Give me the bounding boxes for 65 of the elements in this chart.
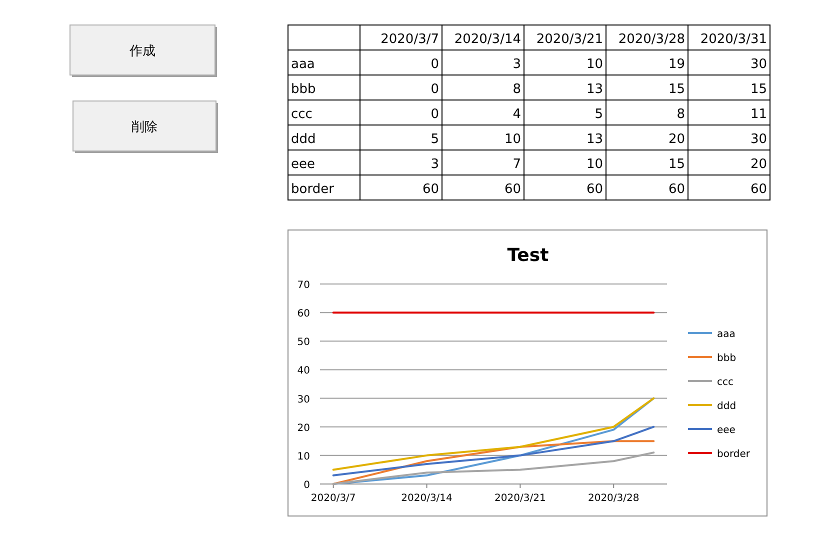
data-label: 4 — [512, 107, 521, 122]
legend-label: eee — [717, 425, 736, 436]
legend-label: bbb — [717, 353, 736, 364]
line-series — [332, 397, 655, 471]
data-label: 10 — [586, 157, 603, 172]
data-label: 3 — [430, 157, 439, 172]
category-label: 2020/3/28 — [618, 32, 685, 47]
legend-label: ddd — [717, 401, 736, 412]
legend-label: ccc — [717, 377, 734, 388]
category-label: 2020/3/7 — [380, 32, 439, 47]
data-label: 5 — [594, 107, 603, 122]
x-tick-label: 2020/3/7 — [310, 493, 356, 504]
data-label: 30 — [750, 57, 767, 72]
data-label: 60 — [504, 182, 521, 197]
y-tick-label: 10 — [297, 451, 310, 462]
data-label: 8 — [512, 82, 521, 97]
data-label: 7 — [512, 157, 521, 172]
data-label: 10 — [586, 57, 603, 72]
data-label: 20 — [750, 157, 767, 172]
data-label: 60 — [668, 182, 685, 197]
data-label: 19 — [668, 57, 685, 72]
legend-label: border — [717, 449, 751, 460]
y-tick-label: 50 — [297, 337, 310, 348]
text: eee — [291, 157, 315, 172]
data-label: 60 — [586, 182, 603, 197]
data-label: 10 — [504, 132, 521, 147]
x-tick-label: 2020/3/14 — [401, 493, 452, 504]
data-label: 13 — [586, 132, 603, 147]
y-tick-label: 60 — [297, 308, 310, 320]
data-label: 15 — [750, 82, 767, 97]
data-label: 8 — [676, 107, 685, 122]
text: bbb — [291, 82, 316, 97]
data-label: 5 — [430, 132, 439, 147]
text: 削除 — [132, 120, 158, 135]
text: ddd — [291, 132, 316, 147]
line-series — [332, 426, 655, 476]
data-label: 0 — [430, 82, 439, 97]
data-label: 60 — [750, 182, 767, 197]
category-label: 2020/3/14 — [454, 32, 521, 47]
data-label: 20 — [668, 132, 685, 147]
data-label: 30 — [750, 132, 767, 147]
text: aaa — [291, 57, 315, 72]
category-label: 2020/3/21 — [536, 32, 603, 47]
y-tick-label: 20 — [297, 422, 310, 434]
category-label: 2020/3/31 — [700, 32, 767, 47]
text: border — [291, 182, 335, 197]
text: 作成 — [128, 44, 156, 59]
legend-label: aaa — [717, 329, 736, 340]
data-label: 11 — [750, 107, 767, 122]
data-label: 15 — [668, 157, 685, 172]
x-tick-label: 2020/3/28 — [588, 493, 640, 504]
x-tick-label: 2020/3/21 — [494, 493, 546, 504]
data-label: 13 — [586, 82, 603, 97]
data-label: 60 — [422, 182, 439, 197]
chart-title: Test — [507, 245, 550, 266]
data-label: 3 — [512, 57, 521, 72]
data-label: 0 — [430, 57, 439, 72]
line-series — [332, 440, 655, 485]
y-tick-label: 0 — [304, 480, 310, 491]
y-tick-label: 40 — [297, 366, 310, 377]
text: ccc — [291, 107, 312, 122]
y-tick-label: 30 — [297, 394, 310, 406]
data-label: 0 — [430, 107, 439, 122]
data-label: 15 — [668, 82, 685, 97]
y-tick-label: 70 — [297, 280, 310, 291]
